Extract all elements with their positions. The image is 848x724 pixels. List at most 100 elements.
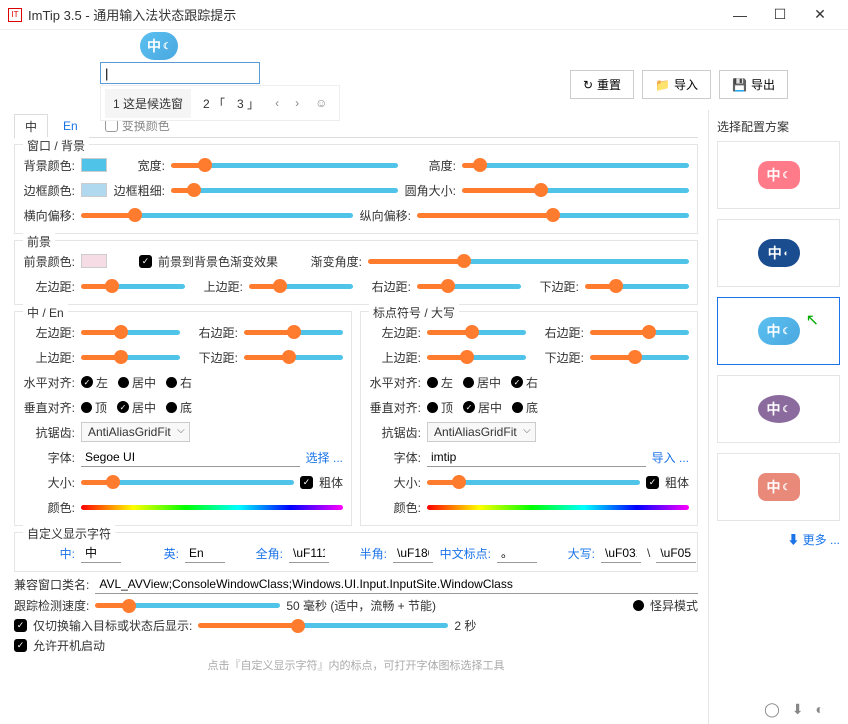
bordercolor-swatch[interactable] xyxy=(81,183,107,197)
lbl: 大小: xyxy=(369,474,421,491)
bold-checkbox[interactable]: ✓ xyxy=(646,476,659,489)
bordercolor-label: 边框颜色: xyxy=(23,182,75,199)
borderw-slider[interactable] xyxy=(171,183,398,197)
mr-slider[interactable] xyxy=(417,279,521,293)
font-input[interactable] xyxy=(81,448,300,467)
full-input[interactable] xyxy=(289,544,329,563)
slider[interactable] xyxy=(244,350,343,364)
width-slider[interactable] xyxy=(171,158,398,172)
scheme-0[interactable]: 中☾ xyxy=(717,141,840,209)
candidate-bar: 1 这是候选窗 2 「 3 」 ‹ › ☺ xyxy=(100,85,340,121)
color-bar[interactable] xyxy=(427,505,689,510)
next-icon[interactable]: › xyxy=(287,96,307,110)
caps-input[interactable] xyxy=(601,544,641,563)
size-slider[interactable] xyxy=(427,475,640,489)
tab-zh[interactable]: 中 xyxy=(14,114,48,139)
scheme-3[interactable]: 中☾ xyxy=(717,375,840,443)
scheme-2[interactable]: 中☾↖ xyxy=(717,297,840,365)
top-buttons: ↻ 重置 📁 导入 💾 导出 xyxy=(570,70,788,99)
weird-radio[interactable] xyxy=(633,600,644,611)
preview-input[interactable] xyxy=(100,62,260,84)
color-bar[interactable] xyxy=(81,505,343,510)
radio-icon: ✓ xyxy=(117,401,129,413)
slider[interactable] xyxy=(427,350,526,364)
en-input[interactable] xyxy=(185,544,225,563)
ml-slider[interactable] xyxy=(81,279,185,293)
maximize-button[interactable]: ☐ xyxy=(760,6,800,23)
gradient-label: 前景到背景色渐变效果 xyxy=(158,253,278,270)
zh-input[interactable] xyxy=(81,544,121,563)
switch-label: 仅切换输入目标或状态后显示: xyxy=(33,617,192,634)
slider[interactable] xyxy=(427,325,526,339)
font-select-link[interactable]: 选择 ... xyxy=(306,449,343,466)
halign-radios[interactable]: ✓左 居中 右 xyxy=(81,374,192,391)
lbl: 中: xyxy=(23,545,75,562)
slider[interactable] xyxy=(590,350,689,364)
scheme-4[interactable]: 中☾ xyxy=(717,453,840,521)
import-button[interactable]: 📁 导入 xyxy=(642,70,711,99)
mt-slider[interactable] xyxy=(249,279,353,293)
section-zhen: 中 / En 左边距: 右边距: 上边距: 下边距: 水平对齐: ✓左 居中 右… xyxy=(14,311,352,526)
radio-icon xyxy=(166,377,177,388)
slider[interactable] xyxy=(81,350,180,364)
fgcolor-swatch[interactable] xyxy=(81,254,107,268)
valign-radios[interactable]: 顶 ✓居中 底 xyxy=(427,399,538,416)
weird-label: 怪异模式 xyxy=(650,597,698,614)
bgcolor-label: 背景颜色: xyxy=(23,157,75,174)
compat-input[interactable] xyxy=(95,575,698,594)
lbl: 左边距: xyxy=(369,324,421,341)
export-button[interactable]: 💾 导出 xyxy=(719,70,788,99)
tab-en[interactable]: En xyxy=(52,115,89,137)
close-button[interactable]: ✕ xyxy=(800,6,840,23)
candidate-1[interactable]: 1 这是候选窗 xyxy=(105,89,191,118)
boot-checkbox[interactable]: ✓ xyxy=(14,639,27,652)
switch-slider[interactable] xyxy=(198,619,448,633)
lbl: 字体: xyxy=(23,449,75,466)
height-slider[interactable] xyxy=(462,158,689,172)
minimize-button[interactable]: — xyxy=(720,7,760,23)
voff-slider[interactable] xyxy=(417,208,689,222)
size-slider[interactable] xyxy=(81,475,294,489)
switch-checkbox[interactable]: ✓ xyxy=(14,619,27,632)
prev-icon[interactable]: ‹ xyxy=(267,96,287,110)
moon-icon: ☾ xyxy=(163,41,171,52)
lbl: 颜色: xyxy=(369,499,421,516)
bold-checkbox[interactable]: ✓ xyxy=(300,476,313,489)
antialias-select[interactable]: AntiAliasGridFit xyxy=(81,422,190,442)
scheme-1[interactable]: 中◐ xyxy=(717,219,840,287)
schemes-title: 选择配置方案 xyxy=(717,118,840,135)
slider[interactable] xyxy=(81,325,180,339)
reset-button[interactable]: ↻ 重置 xyxy=(570,70,634,99)
gradangle-slider[interactable] xyxy=(368,254,689,268)
preview-area: 中 ☾ 1 这是候选窗 2 「 3 」 ‹ › ☺ ↻ 重置 📁 导入 💾 导出 xyxy=(0,30,848,110)
candidate-2[interactable]: 2 「 3 」 xyxy=(195,89,267,118)
halign-radios[interactable]: 左 居中 ✓右 xyxy=(427,374,538,391)
mb-label: 下边距: xyxy=(527,278,579,295)
radius-label: 圆角大小: xyxy=(404,182,456,199)
slider[interactable] xyxy=(590,325,689,339)
font-input[interactable] xyxy=(427,448,646,467)
lbl: 左边距: xyxy=(23,324,75,341)
more-link[interactable]: ⬇ 更多 ... xyxy=(717,531,840,548)
hoff-slider[interactable] xyxy=(81,208,353,222)
valign-radios[interactable]: 顶 ✓居中 底 xyxy=(81,399,192,416)
antialias-select[interactable]: AntiAliasGridFit xyxy=(427,422,536,442)
gradient-checkbox[interactable]: ✓ xyxy=(139,255,152,268)
section-title: 窗口 / 背景 xyxy=(23,137,89,154)
half-input[interactable] xyxy=(393,544,433,563)
right-panel: 选择配置方案 中☾ 中◐ 中☾↖ 中☾ 中☾ ⬇ 更多 ... xyxy=(708,110,848,724)
slider[interactable] xyxy=(244,325,343,339)
radio-icon xyxy=(427,377,438,388)
lbl: 上边距: xyxy=(23,349,75,366)
mb-slider[interactable] xyxy=(585,279,689,293)
radius-slider[interactable] xyxy=(462,183,689,197)
zhpunct-input[interactable] xyxy=(497,544,537,563)
section-title: 自定义显示字符 xyxy=(23,525,115,542)
caps-input2[interactable] xyxy=(656,544,696,563)
radio-icon xyxy=(427,402,438,413)
emoji-icon[interactable]: ☺ xyxy=(307,96,335,110)
font-import-link[interactable]: 导入 ... xyxy=(652,449,689,466)
fgcolor-label: 前景颜色: xyxy=(23,253,75,270)
track-slider[interactable] xyxy=(95,599,280,613)
bgcolor-swatch[interactable] xyxy=(81,158,107,172)
